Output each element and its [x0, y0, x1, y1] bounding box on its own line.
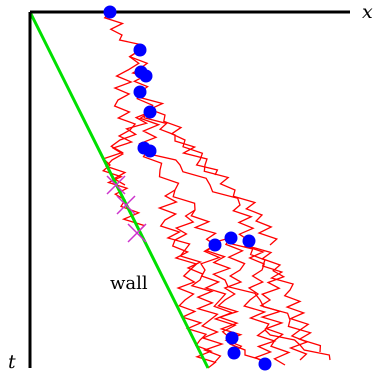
walk-path — [139, 91, 219, 176]
crossing-mark — [106, 175, 126, 195]
particle-dot — [133, 43, 147, 57]
particle-dot — [224, 231, 238, 245]
random-walk-paths — [101, 11, 331, 369]
particle-dot — [242, 234, 256, 248]
particle-dot — [103, 5, 117, 19]
particle-dot — [139, 69, 153, 83]
particle-dot — [227, 346, 241, 360]
walk-path — [143, 111, 279, 246]
walk-path — [205, 244, 322, 353]
walk-path — [171, 209, 217, 369]
walk-path — [242, 239, 277, 364]
particles — [103, 5, 272, 371]
particle-dot — [133, 85, 147, 99]
x-axis-label: x — [362, 1, 373, 23]
walk-path — [157, 189, 225, 363]
wall-line — [28, 11, 210, 369]
walk-path — [101, 111, 151, 233]
walk-path — [142, 149, 231, 246]
t-axis-label: t — [8, 351, 16, 373]
walk-path — [105, 49, 141, 186]
walk-path — [200, 244, 237, 339]
walk-path — [247, 239, 291, 366]
wall-label: wall — [110, 273, 148, 294]
particle-dot — [143, 144, 157, 158]
crossing-mark — [116, 195, 136, 215]
particle-dot — [143, 105, 157, 119]
walk-path — [229, 237, 310, 361]
walk-path — [264, 329, 331, 361]
wall-crossing-marks — [106, 175, 147, 243]
walk-path — [103, 11, 161, 151]
particle-dot — [225, 331, 239, 345]
particle-dot — [258, 357, 272, 371]
crossing-mark — [127, 223, 147, 243]
walk-path — [217, 237, 246, 353]
particle-dot — [208, 238, 222, 252]
walk-path — [147, 149, 255, 241]
